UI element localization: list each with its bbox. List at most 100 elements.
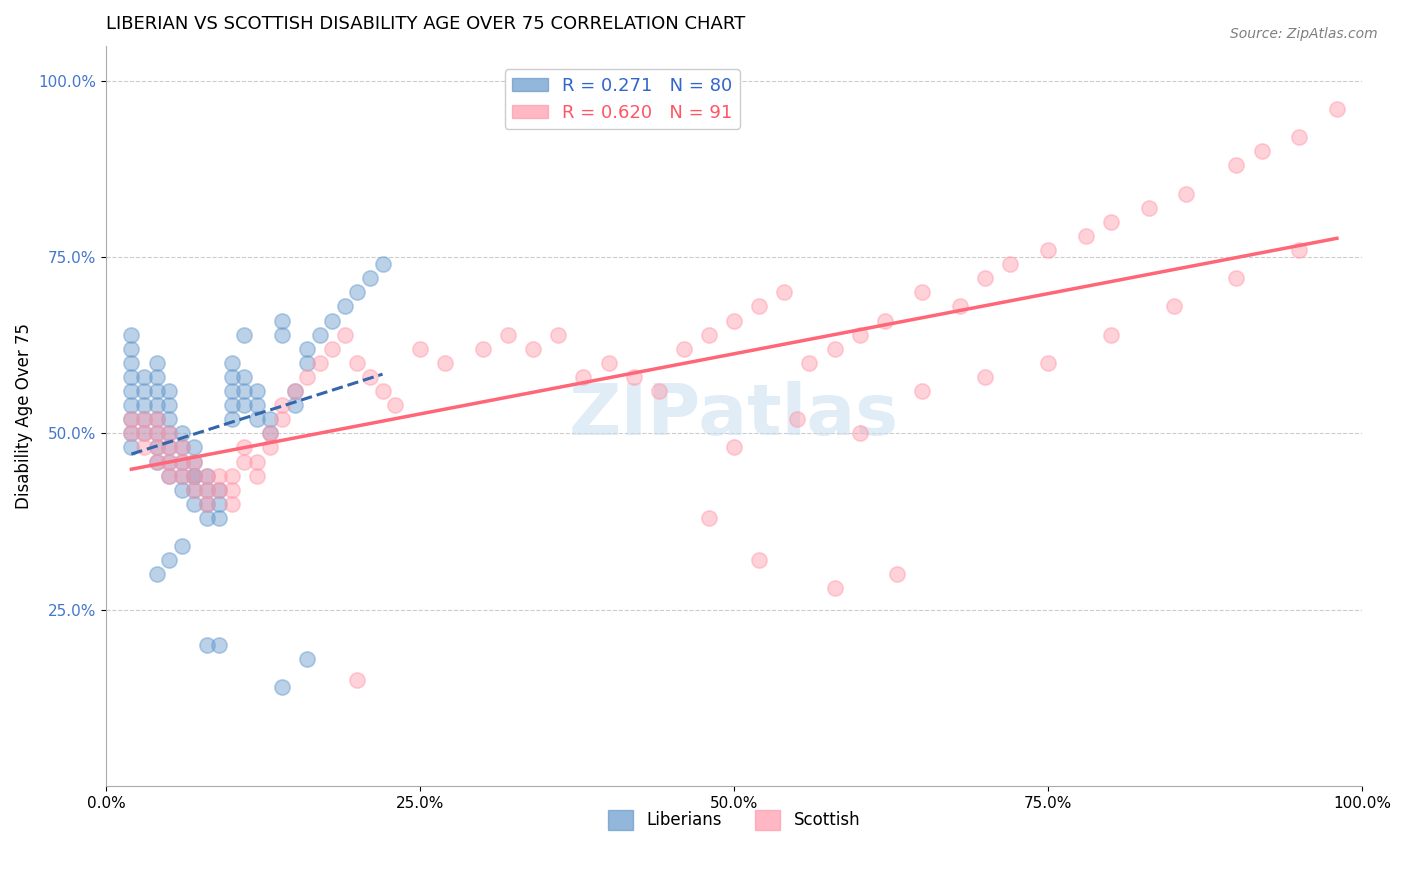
Scottish [1099,327,1122,342]
Scottish [648,384,671,398]
Scottish [170,441,193,455]
Scottish [623,370,645,384]
Scottish [697,511,720,525]
Scottish [824,342,846,356]
Liberians [132,384,155,398]
Scottish [145,412,167,426]
Liberians [132,426,155,441]
Liberians [295,356,318,370]
Liberians [208,497,231,511]
Liberians [371,257,394,271]
Scottish [259,426,281,441]
Scottish [271,412,294,426]
Liberians [145,454,167,468]
Liberians [157,384,180,398]
Scottish [233,454,256,468]
Liberians [157,468,180,483]
Liberians [233,370,256,384]
Scottish [697,327,720,342]
Liberians [120,356,142,370]
Liberians [183,497,205,511]
Scottish [886,567,908,582]
Scottish [409,342,432,356]
Scottish [472,342,495,356]
Liberians [145,370,167,384]
Text: ZIPatlas: ZIPatlas [569,381,900,450]
Scottish [384,398,406,412]
Liberians [170,539,193,553]
Scottish [1175,186,1198,201]
Scottish [120,412,142,426]
Scottish [547,327,569,342]
Scottish [346,673,368,687]
Scottish [799,356,821,370]
Scottish [1036,356,1059,370]
Liberians [221,412,243,426]
Liberians [145,384,167,398]
Scottish [120,426,142,441]
Liberians [271,680,294,694]
Scottish [773,285,796,300]
Liberians [120,426,142,441]
Liberians [120,327,142,342]
Scottish [259,441,281,455]
Scottish [195,497,218,511]
Scottish [1288,130,1310,145]
Scottish [974,370,997,384]
Scottish [221,483,243,497]
Liberians [157,398,180,412]
Liberians [221,398,243,412]
Liberians [246,398,269,412]
Liberians [195,483,218,497]
Liberians [221,384,243,398]
Liberians [308,327,330,342]
Liberians [157,426,180,441]
Liberians [233,384,256,398]
Liberians [195,638,218,652]
Liberians [157,553,180,567]
Scottish [1099,215,1122,229]
Scottish [911,384,934,398]
Liberians [170,468,193,483]
Scottish [284,384,307,398]
Scottish [1000,257,1022,271]
Liberians [145,567,167,582]
Scottish [1137,201,1160,215]
Liberians [259,412,281,426]
Liberians [120,441,142,455]
Scottish [748,553,770,567]
Scottish [1225,271,1247,285]
Liberians [295,652,318,666]
Liberians [157,412,180,426]
Scottish [598,356,620,370]
Scottish [295,370,318,384]
Scottish [1074,229,1097,244]
Scottish [170,468,193,483]
Scottish [873,313,896,327]
Scottish [974,271,997,285]
Scottish [208,483,231,497]
Scottish [145,426,167,441]
Liberians [221,356,243,370]
Scottish [949,300,972,314]
Text: Source: ZipAtlas.com: Source: ZipAtlas.com [1230,27,1378,41]
Scottish [308,356,330,370]
Scottish [1163,300,1185,314]
Scottish [221,468,243,483]
Liberians [170,454,193,468]
Liberians [145,412,167,426]
Scottish [1288,243,1310,257]
Scottish [572,370,595,384]
Liberians [359,271,381,285]
Scottish [157,468,180,483]
Scottish [157,454,180,468]
Liberians [271,327,294,342]
Liberians [145,356,167,370]
Liberians [233,398,256,412]
Liberians [170,441,193,455]
Liberians [132,398,155,412]
Liberians [170,426,193,441]
Scottish [371,384,394,398]
Scottish [145,441,167,455]
Liberians [295,342,318,356]
